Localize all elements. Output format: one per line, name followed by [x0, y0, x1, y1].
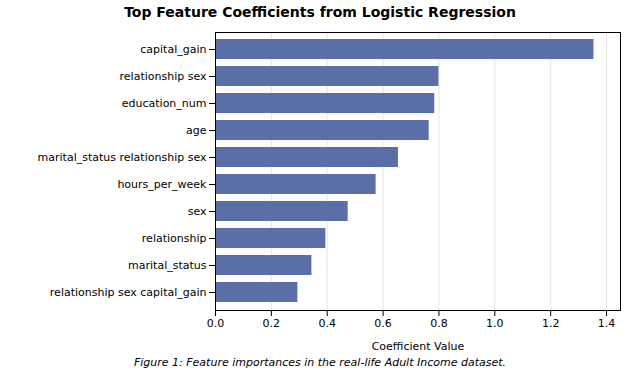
- svg-text:sex: sex: [188, 205, 207, 218]
- svg-text:0.4: 0.4: [318, 317, 336, 330]
- svg-text:relationship sex: relationship sex: [120, 70, 207, 83]
- svg-text:0.6: 0.6: [374, 317, 392, 330]
- svg-text:relationship: relationship: [142, 232, 207, 245]
- svg-text:1.2: 1.2: [542, 317, 560, 330]
- svg-text:marital_status relationship se: marital_status relationship sex: [38, 151, 207, 164]
- svg-text:1.4: 1.4: [598, 317, 616, 330]
- svg-text:Coefficient Value: Coefficient Value: [372, 340, 465, 353]
- html-text:Top Feature Coefficients from: Top Feature Coefficients from Logistic R…: [124, 4, 516, 20]
- svg-text:marital_status: marital_status: [128, 259, 207, 272]
- svg-text:1.0: 1.0: [486, 317, 504, 330]
- svg-text:education_num: education_num: [122, 97, 207, 110]
- svg-text:relationship sex capital_gain: relationship sex capital_gain: [50, 286, 207, 299]
- html-text:Figure 1: Feature importances: Figure 1: Feature importances in the rea…: [134, 356, 506, 369]
- svg-text:age: age: [186, 124, 207, 137]
- svg-text:hours_per_week: hours_per_week: [117, 178, 207, 191]
- svg-text:0.2: 0.2: [263, 317, 281, 330]
- svg-text:capital_gain: capital_gain: [140, 43, 206, 56]
- svg-text:0.0: 0.0: [207, 317, 225, 330]
- svg-text:0.8: 0.8: [430, 317, 448, 330]
